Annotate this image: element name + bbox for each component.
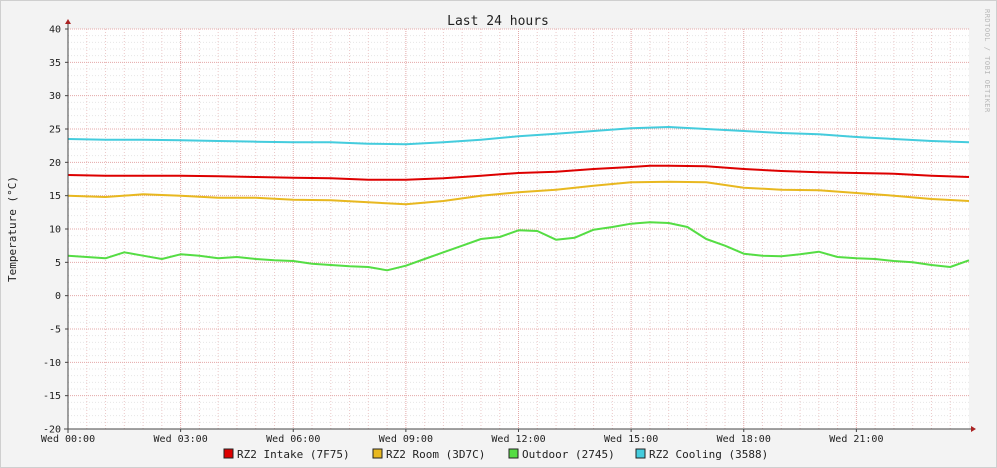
x-tick-label: Wed 00:00 xyxy=(41,434,95,445)
series-line-1 xyxy=(67,180,970,206)
x-tick-label: Wed 18:00 xyxy=(717,434,771,445)
x-tick-label: Wed 21:00 xyxy=(829,434,883,445)
x-tick-label: Wed 06:00 xyxy=(266,434,320,445)
series-line-0 xyxy=(67,164,970,181)
y-tick-label: -10 xyxy=(43,358,61,369)
x-tick-label: Wed 03:00 xyxy=(154,434,208,445)
legend-swatch-0 xyxy=(223,448,234,459)
series-line-2 xyxy=(67,221,970,272)
y-tick-label: 5 xyxy=(55,258,61,269)
series-lines xyxy=(67,126,970,272)
y-tick-labels: 40 35 30 25 20 15 10 5 0 -5 -10 -15 -20 xyxy=(43,25,61,436)
x-tick-label: Wed 09:00 xyxy=(379,434,433,445)
series-line-3 xyxy=(67,126,970,146)
y-tick-label: 40 xyxy=(49,25,61,36)
y-axis-label: Temperature (°C) xyxy=(6,176,19,282)
x-axis-arrow xyxy=(971,426,976,432)
y-tick-label: -5 xyxy=(49,325,61,336)
x-tick-label: Wed 15:00 xyxy=(604,434,658,445)
y-tick-label: 30 xyxy=(49,91,61,102)
y-tick-label: 15 xyxy=(49,191,61,202)
legend-label-3: RZ2 Cooling (3588) xyxy=(649,448,768,461)
y-tick-label: 10 xyxy=(49,225,61,236)
grid xyxy=(67,28,969,430)
y-tick-label: 20 xyxy=(49,158,61,169)
legend-swatch-1 xyxy=(372,448,383,459)
legend-swatch-2 xyxy=(508,448,519,459)
legend-swatch-3 xyxy=(635,448,646,459)
x-tick-labels: Wed 00:00 Wed 03:00 Wed 06:00 Wed 09:00 Wed … xyxy=(41,434,884,445)
legend-label-1: RZ2 Room (3D7C) xyxy=(386,448,485,461)
chart-title: Last 24 hours xyxy=(447,14,549,29)
y-tick-label: 35 xyxy=(49,58,61,69)
axes xyxy=(64,19,976,433)
x-tick-label: Wed 12:00 xyxy=(491,434,545,445)
legend-label-2: Outdoor (2745) xyxy=(522,448,615,461)
y-tick-label: -20 xyxy=(43,425,61,436)
y-tick-label: -15 xyxy=(43,391,61,402)
legend: RZ2 Intake (7F75) RZ2 Room (3D7C) Outdoor … xyxy=(223,448,768,461)
y-axis-arrow xyxy=(65,19,71,24)
rrdtool-watermark: RRDTOOL / TOBI OETIKER xyxy=(983,9,991,113)
y-tick-label: 25 xyxy=(49,125,61,136)
y-tick-label: 0 xyxy=(55,291,61,302)
legend-label-0: RZ2 Intake (7F75) xyxy=(237,448,350,461)
